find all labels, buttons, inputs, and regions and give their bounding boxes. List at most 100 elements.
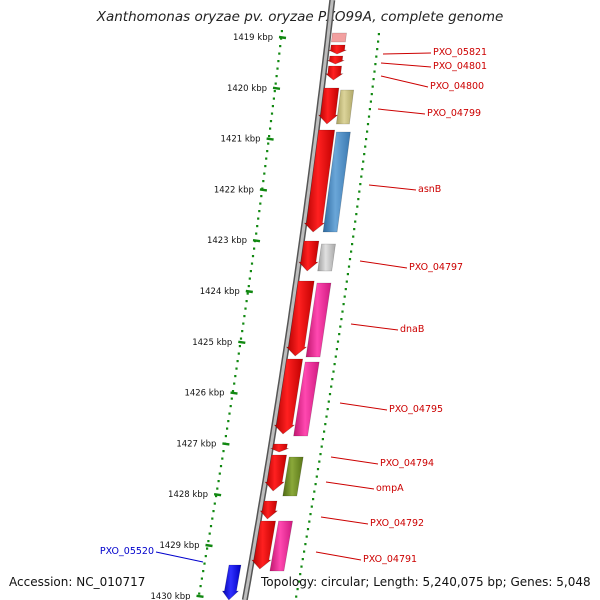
gene-label-pxo-05821[interactable]: PXO_05821 xyxy=(433,47,487,58)
outer-scale-dot xyxy=(320,445,323,448)
gene-label-pxo-04791[interactable]: PXO_04791 xyxy=(363,554,417,565)
outer-scale-dot xyxy=(358,190,361,193)
gene-leader-line xyxy=(315,551,362,561)
scale-dot xyxy=(229,405,232,408)
scale-dot xyxy=(212,510,215,513)
kbp-tick-mark xyxy=(259,188,268,192)
outer-scale-dot xyxy=(308,520,311,523)
outer-scale-dot xyxy=(332,370,335,373)
cds-arrow xyxy=(270,443,289,453)
outer-scale-dot xyxy=(339,325,342,328)
outer-scale-dot xyxy=(327,400,330,403)
scale-dot xyxy=(226,427,229,430)
gene-label-pxo-04797[interactable]: PXO_04797 xyxy=(409,262,463,273)
scale-dot xyxy=(224,435,227,438)
gene-label-asnb[interactable]: asnB xyxy=(418,184,441,195)
scale-dot xyxy=(250,262,254,265)
outer-scale-dot xyxy=(309,513,312,516)
cds-arrow xyxy=(285,280,315,357)
outer-scale-dot xyxy=(354,220,357,223)
gene-label-dnab[interactable]: dnaB xyxy=(400,324,424,335)
outer-scale-dot xyxy=(377,33,380,36)
outer-scale-dot xyxy=(331,378,334,381)
kbp-tick-label: 1423 kbp xyxy=(207,236,247,246)
outer-scale-dot xyxy=(366,123,370,126)
gene-label-pxo-04801[interactable]: PXO_04801 xyxy=(433,61,487,72)
scale-dot xyxy=(242,322,245,325)
scale-dot xyxy=(236,360,239,363)
outer-scale-dot xyxy=(333,363,336,366)
gene-features xyxy=(221,32,355,600)
gene-leader-line xyxy=(377,108,426,115)
outer-scale-dot xyxy=(325,415,328,418)
gene-leader-line xyxy=(350,323,399,331)
backbone-line xyxy=(243,0,334,600)
outer-scale-dot xyxy=(352,235,355,238)
outer-scale-dot xyxy=(370,93,373,96)
scale-dot xyxy=(280,30,283,33)
outer-scale-dot xyxy=(306,528,310,531)
scale-dot xyxy=(263,172,266,175)
scale-dot xyxy=(278,52,281,55)
scale-dot xyxy=(222,450,225,453)
product-feature xyxy=(293,361,320,437)
outer-scale-dot xyxy=(314,483,317,486)
product-feature xyxy=(269,520,293,572)
gene-label-ompa[interactable]: ompA xyxy=(376,483,404,494)
scale-dot xyxy=(230,397,233,400)
outer-scale-dot xyxy=(316,468,320,471)
scale-dot xyxy=(231,390,235,393)
scale-dot xyxy=(218,472,221,475)
scale-dot xyxy=(238,345,241,348)
outer-scale-dot xyxy=(336,340,340,343)
kbp-tick-mark xyxy=(213,493,222,497)
scale-dot xyxy=(219,465,223,468)
scale-dot xyxy=(269,127,272,130)
outer-scale-dot xyxy=(375,55,378,58)
scale-dot xyxy=(247,285,250,288)
scale-dot xyxy=(202,570,205,573)
scale-dot xyxy=(257,217,260,220)
gene-leader-line xyxy=(382,52,432,55)
scale-dot xyxy=(266,150,269,153)
cds-arrow xyxy=(317,87,340,125)
gene-label-pxo-04800[interactable]: PXO_04800 xyxy=(430,81,484,92)
kbp-tick-mark xyxy=(205,543,213,548)
scale-dot xyxy=(264,165,267,168)
kbp-tick-mark xyxy=(238,340,246,344)
cds-arrow xyxy=(259,500,279,520)
kbp-tick-mark xyxy=(230,391,238,395)
scale-dot xyxy=(270,112,274,115)
gene-label-pxo-05520[interactable]: PXO_05520 xyxy=(100,546,154,557)
gene-label-pxo-04792[interactable]: PXO_04792 xyxy=(370,518,424,529)
scale-dot xyxy=(255,232,258,235)
outer-scale-dot xyxy=(340,318,343,321)
gene-label-pxo-04795[interactable]: PXO_04795 xyxy=(389,404,443,415)
outer-scale-dot xyxy=(310,505,313,508)
scale-dot xyxy=(206,547,209,550)
outer-scale-dot xyxy=(328,393,332,396)
product-feature xyxy=(282,456,304,497)
scale-dot xyxy=(239,337,243,340)
scale-dot xyxy=(200,577,203,580)
outer-scale-dot xyxy=(305,535,308,538)
gene-label-pxo-04794[interactable]: PXO_04794 xyxy=(380,458,434,469)
scale-dot xyxy=(207,540,210,543)
scale-dot xyxy=(198,592,201,595)
scale-dot xyxy=(271,105,274,108)
genome-backbone xyxy=(241,0,336,600)
gene-label-pxo-04799[interactable]: PXO_04799 xyxy=(427,108,481,119)
kbp-tick-mark xyxy=(252,239,261,243)
scale-dot xyxy=(246,292,249,295)
kbp-tick-label: 1422 kbp xyxy=(214,185,254,195)
outer-scale-dot xyxy=(359,183,362,186)
outer-scale-dot xyxy=(377,40,380,43)
outer-scale-dot xyxy=(334,355,337,358)
scale-dot xyxy=(260,195,263,198)
scale-dot xyxy=(234,375,237,378)
scale-dot xyxy=(245,300,248,303)
outer-scale-dot xyxy=(301,558,304,561)
gene-leader-line xyxy=(380,62,432,68)
kbp-tick-mark xyxy=(266,137,274,141)
outer-scale-dot xyxy=(356,205,359,208)
